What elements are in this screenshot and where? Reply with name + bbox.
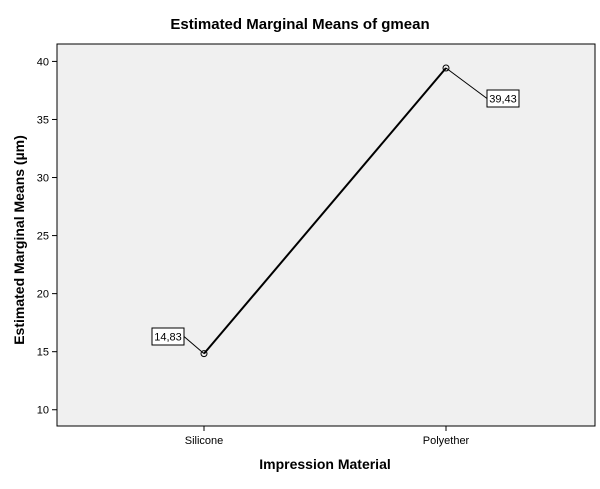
data-label-leader bbox=[183, 336, 205, 355]
x-tick-label: Polyether bbox=[423, 435, 470, 447]
data-label: 39,43 bbox=[489, 94, 517, 106]
y-tick-label: 40 bbox=[37, 56, 49, 68]
y-tick-label: 10 bbox=[37, 405, 49, 417]
series-layer bbox=[200, 64, 450, 358]
x-tick-label: Silicone bbox=[185, 435, 224, 447]
data-label-layer: 14,83 39,43 bbox=[151, 67, 520, 355]
data-label-box bbox=[151, 327, 185, 346]
chart-title: Estimated Marginal Means of gmean bbox=[170, 16, 429, 33]
y-tick-label: 15 bbox=[37, 347, 49, 359]
y-axis-title: Estimated Marginal Means (µm) bbox=[11, 135, 27, 345]
x-axis-title: Impression Material bbox=[259, 456, 391, 472]
series-line bbox=[203, 67, 447, 355]
y-tick-label: 35 bbox=[37, 114, 49, 126]
plot-area bbox=[56, 43, 596, 427]
y-tick-label: 20 bbox=[37, 289, 49, 301]
data-label-box bbox=[486, 89, 520, 108]
y-axis: 10 15 20 25 30 35 40 bbox=[37, 56, 57, 417]
data-point-marker bbox=[200, 350, 208, 358]
x-axis: Silicone Polyether bbox=[185, 426, 470, 447]
data-label: 14,83 bbox=[154, 332, 182, 344]
y-tick-label: 25 bbox=[37, 231, 49, 243]
data-label-leader bbox=[445, 67, 488, 99]
y-tick-label: 30 bbox=[37, 173, 49, 185]
data-point-marker bbox=[442, 64, 450, 72]
